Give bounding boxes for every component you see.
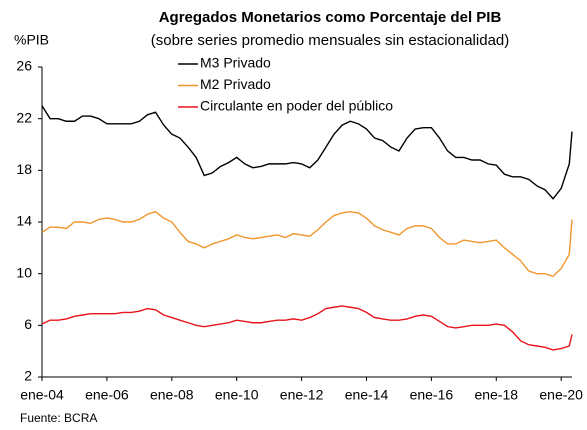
x-tick-label: ene-12 — [280, 387, 324, 403]
x-tick-label: ene-04 — [20, 387, 64, 403]
legend-label: M2 Privado — [200, 76, 271, 92]
y-tick-label: 10 — [16, 264, 32, 280]
y-tick-label: 26 — [16, 58, 32, 74]
x-tick-label: ene-10 — [215, 387, 259, 403]
y-tick-label: 2 — [24, 368, 32, 384]
x-tick-label: ene-16 — [410, 387, 454, 403]
x-tick-label: ene-20 — [539, 387, 583, 403]
y-tick-label: 14 — [16, 213, 32, 229]
source: Fuente: BCRA — [20, 411, 97, 425]
y-axis-label: %PIB — [14, 32, 49, 48]
chart-subtitle: (sobre series promedio mensuales sin est… — [151, 32, 510, 49]
y-tick-label: 18 — [16, 161, 32, 177]
series-line — [41, 305, 573, 351]
chart-title: Agregados Monetarios como Porcentaje del… — [159, 9, 502, 26]
x-tick-label: ene-14 — [345, 387, 389, 403]
x-tick-label: ene-06 — [85, 387, 129, 403]
x-tick-label: ene-18 — [474, 387, 518, 403]
legend-label: Circulante en poder del público — [200, 98, 393, 114]
y-tick-label: 22 — [16, 109, 32, 125]
legend-label: M3 Privado — [200, 55, 271, 71]
series-line — [41, 105, 573, 200]
y-tick-label: 6 — [24, 316, 32, 332]
x-tick-label: ene-08 — [150, 387, 194, 403]
series-line — [41, 210, 573, 278]
